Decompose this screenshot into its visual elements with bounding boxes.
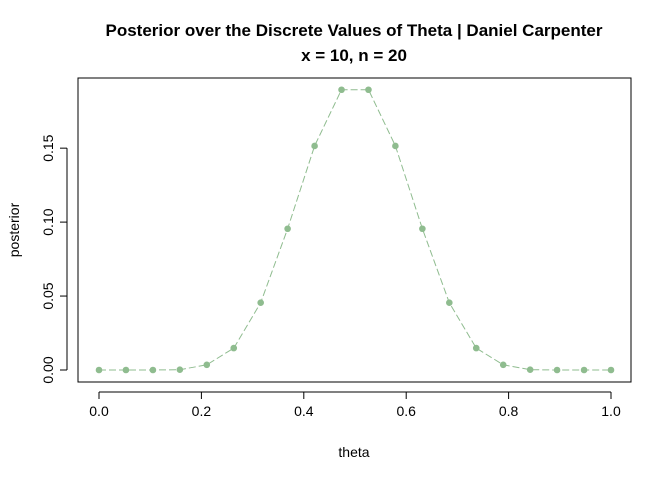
data-point xyxy=(580,366,588,374)
data-point xyxy=(499,361,507,369)
data-point xyxy=(122,366,130,374)
data-point xyxy=(365,86,372,94)
x-tick-label: 0.0 xyxy=(89,403,109,419)
data-point xyxy=(446,299,453,307)
plot-frame xyxy=(77,77,632,383)
data-point xyxy=(338,86,345,94)
y-tick-label: 0.05 xyxy=(40,282,56,309)
x-tick-label: 1.0 xyxy=(601,403,621,419)
data-point xyxy=(311,142,318,150)
x-tick-label: 0.6 xyxy=(396,403,416,419)
data-point xyxy=(392,142,399,150)
posterior-line xyxy=(99,89,611,371)
data-point xyxy=(203,361,211,369)
y-tick-label: 0.00 xyxy=(40,356,56,383)
x-tick-label: 0.4 xyxy=(294,403,314,419)
data-point xyxy=(257,299,264,307)
data-point xyxy=(526,366,534,374)
data-point xyxy=(553,366,561,374)
y-axis: 0.00 0.05 0.10 0.15 xyxy=(40,134,68,384)
x-axis: 0.0 0.2 0.4 0.6 0.8 1.0 xyxy=(89,391,621,419)
data-point xyxy=(149,366,157,374)
x-tick-label: 0.8 xyxy=(499,403,519,419)
data-point xyxy=(472,344,480,352)
data-point xyxy=(419,225,426,233)
chart-title: Posterior over the Discrete Values of Th… xyxy=(106,21,603,40)
y-axis-label: posterior xyxy=(6,202,22,257)
data-point xyxy=(95,366,103,374)
y-tick-label: 0.15 xyxy=(40,134,56,161)
x-axis-label: theta xyxy=(338,444,369,460)
chart-subtitle: x = 10, n = 20 xyxy=(301,46,407,65)
data-point xyxy=(284,225,291,233)
data-point xyxy=(176,366,184,374)
data-point xyxy=(607,366,615,374)
data-point xyxy=(230,344,238,352)
y-tick-label: 0.10 xyxy=(40,208,56,235)
x-tick-label: 0.2 xyxy=(192,403,212,419)
posterior-series xyxy=(95,86,615,374)
